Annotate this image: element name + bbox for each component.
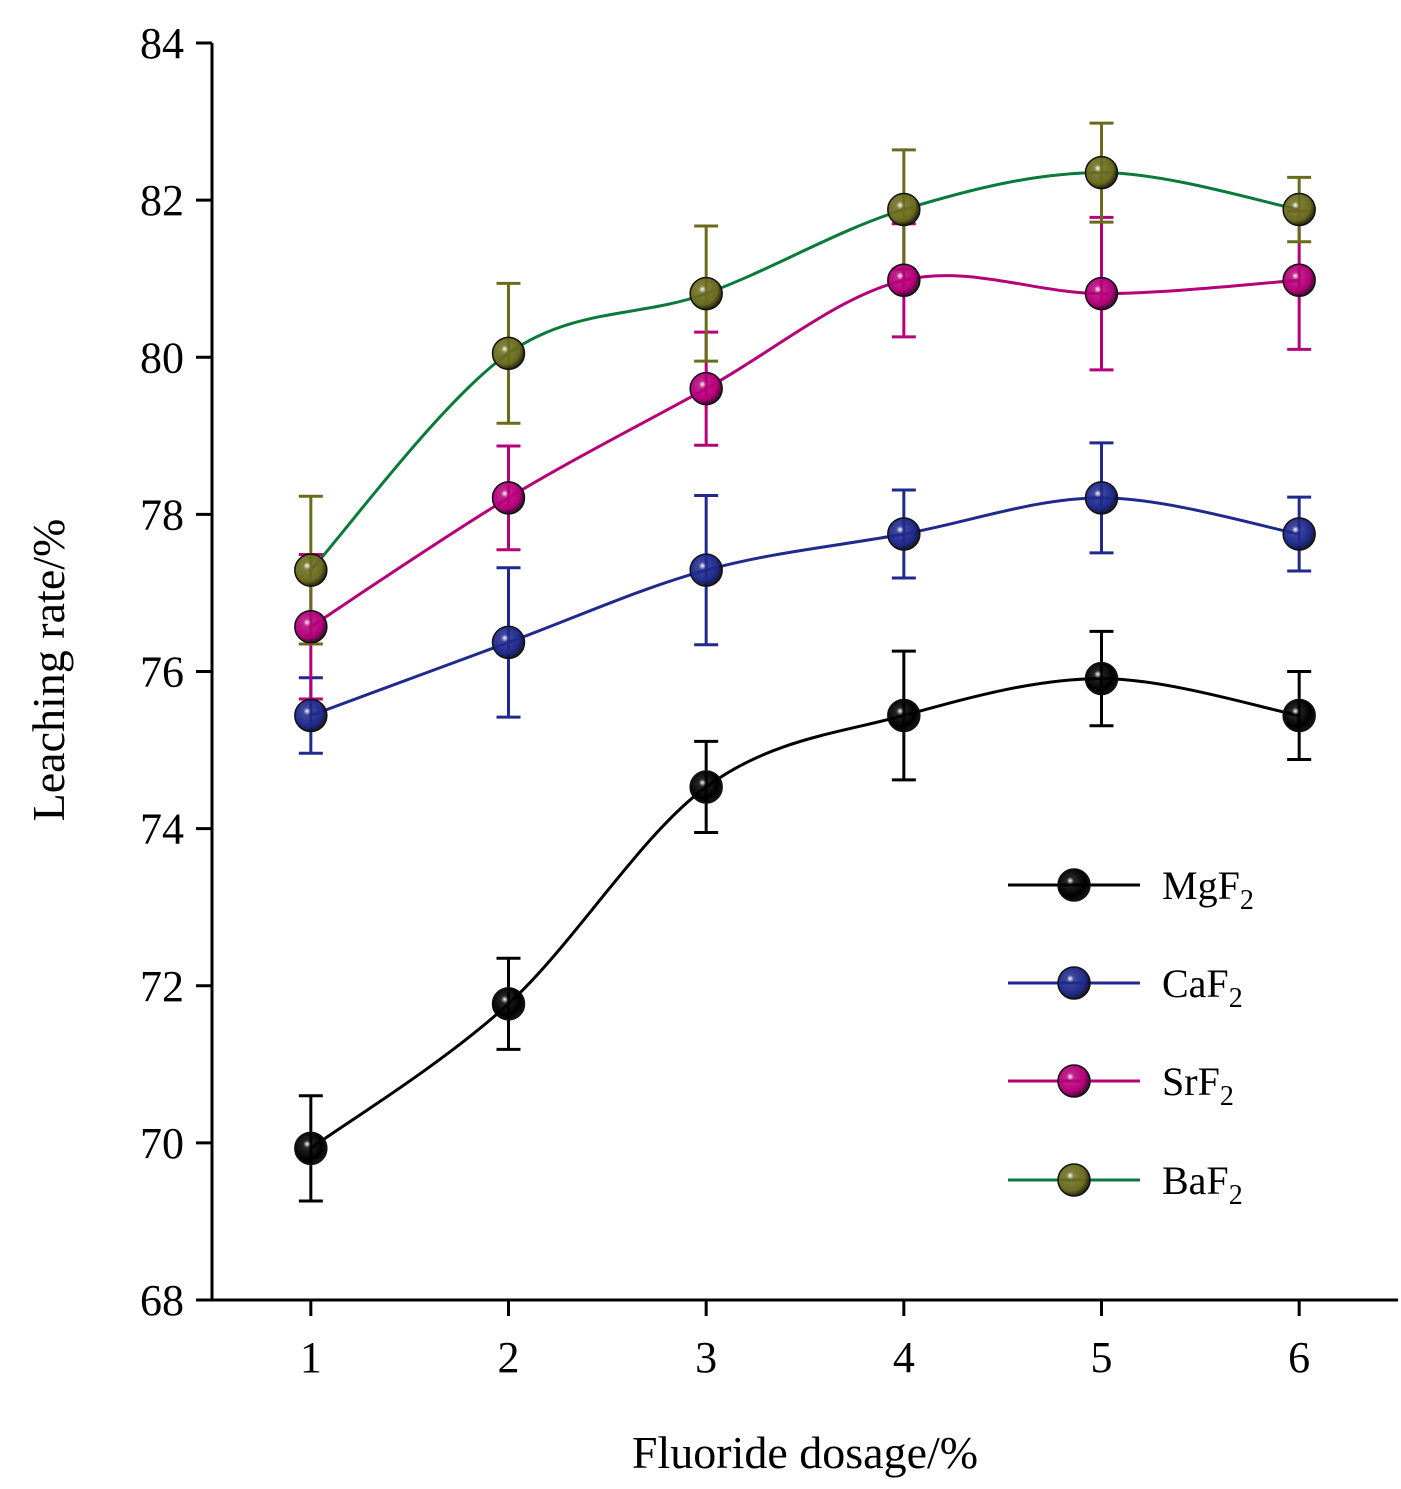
x-tick-label: 6 [1288,1333,1310,1382]
series-line-caf2 [310,496,1300,717]
x-tick-label: 4 [893,1333,915,1382]
legend-label: MgF2 [1162,863,1254,916]
data-point [294,1131,328,1166]
data-point [1084,481,1119,515]
fit-lines [309,171,1300,1150]
series-line-mgf2 [309,677,1300,1150]
data-point [1282,698,1316,733]
data-point [887,698,921,733]
x-axis-title: Fluoride dosage/% [632,1427,978,1478]
legend-item: CaF2 [1008,961,1243,1014]
y-tick-label: 84 [140,19,184,68]
legend: MgF2 CaF2 SrF2 BaF2 [1008,863,1254,1211]
legend-marker [1057,966,1091,1000]
y-tick-label: 74 [140,805,184,854]
error-bars [298,121,1312,1203]
data-point [1282,192,1316,227]
data-point [294,698,328,733]
data-point [689,371,723,406]
data-point [887,517,921,551]
data-point [491,336,526,371]
x-tick-label: 5 [1091,1333,1113,1382]
y-tick-label: 72 [140,962,184,1011]
data-point [689,276,723,311]
series-line-srf2 [310,274,1300,628]
x-tick-label: 2 [498,1333,520,1382]
legend-label: BaF2 [1162,1158,1243,1211]
legend-marker [1057,1064,1091,1098]
data-point [491,987,526,1021]
legend-item: SrF2 [1008,1059,1234,1112]
y-tick-label: 70 [140,1119,184,1168]
legend-label: SrF2 [1162,1059,1234,1112]
data-point [1084,276,1119,311]
legend-marker [1057,1163,1091,1197]
legend-label: CaF2 [1162,961,1243,1014]
y-tick-label: 68 [140,1276,184,1325]
data-point [689,770,723,804]
data-point [491,481,526,515]
series-line-baf2 [309,171,1300,572]
data-markers [294,155,1316,1166]
data-point [1084,155,1119,190]
y-tick-label: 78 [140,490,184,539]
data-point [1282,263,1316,298]
data-point [1282,517,1316,551]
y-tick-label: 80 [140,333,184,382]
data-point [1084,661,1119,696]
data-point [887,192,921,227]
x-tick-label: 3 [695,1333,717,1382]
data-point [491,625,526,660]
axes: 68 70 72 74 76 78 80 82 84 1 2 3 4 5 6 [140,19,1398,1382]
data-point [294,609,328,644]
legend-marker [1057,868,1091,902]
y-axis-title: Leaching rate/% [23,519,74,822]
data-point [294,553,328,587]
data-point [689,553,723,587]
y-tick-label: 76 [140,648,184,697]
x-tick-label: 1 [300,1333,322,1382]
data-point [887,263,921,298]
legend-item: MgF2 [1008,863,1254,916]
y-tick-label: 82 [140,176,184,225]
legend-item: BaF2 [1008,1158,1243,1211]
